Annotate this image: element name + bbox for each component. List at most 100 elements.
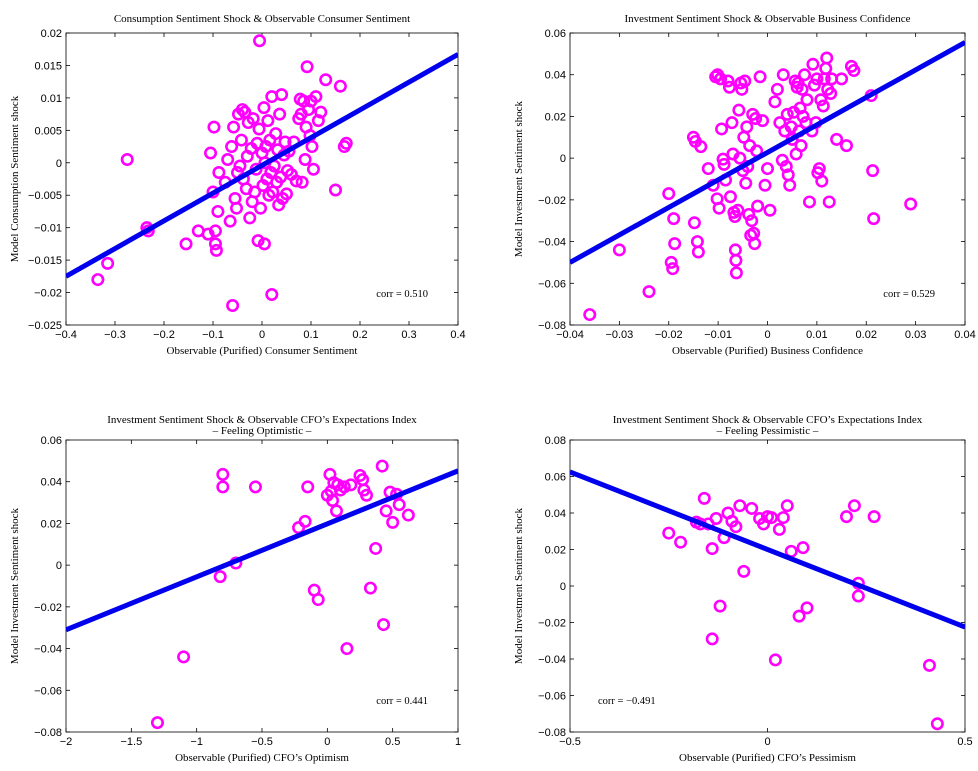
data-point	[867, 510, 881, 524]
data-point	[758, 178, 772, 192]
y-tick-label: 0.01	[41, 93, 62, 105]
x-tick-label: 0.4	[450, 329, 465, 341]
data-point	[201, 227, 215, 241]
y-tick-label: 0.02	[41, 518, 62, 530]
y-tick-label: 0	[56, 560, 62, 572]
fit-line	[66, 468, 458, 633]
data-point	[701, 162, 715, 176]
data-point	[713, 599, 727, 613]
data-point	[717, 157, 731, 171]
data-point	[796, 109, 810, 123]
data-point	[830, 132, 844, 146]
y-tick-label: −0.02	[34, 288, 62, 300]
data-point	[729, 266, 743, 280]
y-tick-label: 0.02	[41, 28, 62, 40]
y-tick-label: 0.06	[545, 472, 566, 484]
data-point	[254, 201, 268, 215]
data-point	[377, 618, 391, 632]
data-point	[749, 112, 763, 126]
data-point	[234, 133, 248, 147]
x-tick-label: −1.5	[120, 736, 142, 748]
x-axis-label: Observable (Purified) Business Confidenc…	[672, 345, 863, 357]
data-point	[305, 140, 319, 154]
data-point	[246, 112, 260, 126]
data-point	[326, 493, 340, 507]
y-tick-label: −0.04	[538, 654, 566, 666]
corr-annotation: corr = 0.510	[376, 289, 428, 300]
data-point	[807, 78, 821, 92]
data-point	[783, 178, 797, 192]
data-point	[248, 480, 262, 494]
y-axis-label: Model Consumption Sentiment shock	[9, 95, 21, 262]
data-point	[204, 146, 218, 160]
data-point	[737, 564, 751, 578]
plot-area	[570, 40, 965, 322]
data-point	[810, 72, 824, 86]
x-tick-label: 1	[455, 736, 461, 748]
x-tick-label: −2	[60, 736, 73, 748]
data-point	[243, 211, 257, 225]
x-tick-label: −0.04	[556, 329, 584, 341]
data-point	[712, 201, 726, 215]
y-tick-label: 0.02	[545, 111, 566, 123]
data-point	[798, 68, 812, 82]
data-point	[208, 224, 222, 238]
data-point	[252, 122, 266, 136]
x-axis-label: Observable (Purified) Consumer Sentiment	[167, 345, 358, 357]
data-point	[745, 501, 759, 515]
y-tick-label: −0.04	[538, 237, 566, 249]
data-point	[227, 120, 241, 134]
x-tick-label: −0.01	[704, 329, 732, 341]
x-axis-label: Observable (Purified) CFO’s Pessimism	[679, 752, 856, 764]
data-point	[257, 237, 271, 251]
data-point	[337, 480, 351, 494]
data-point	[922, 658, 936, 672]
x-tick-label: 0.04	[954, 329, 975, 341]
data-point	[301, 480, 315, 494]
data-point	[751, 199, 765, 213]
data-point	[815, 174, 829, 188]
data-point	[687, 216, 701, 230]
x-tick-label: −0.4	[55, 329, 77, 341]
data-point	[691, 245, 705, 259]
data-point	[306, 162, 320, 176]
data-point	[732, 103, 746, 117]
data-point	[667, 212, 681, 226]
data-point	[835, 72, 849, 86]
data-point	[867, 212, 881, 226]
fit-line	[570, 469, 965, 630]
y-tick-label: 0.08	[545, 435, 566, 447]
data-point	[819, 61, 833, 75]
data-point	[714, 72, 728, 86]
data-point	[666, 262, 680, 276]
data-point	[745, 214, 759, 228]
data-point	[269, 127, 283, 141]
data-point	[847, 64, 861, 78]
x-axis-label: Observable (Purified) CFO’s Optimism	[175, 752, 349, 764]
data-point	[379, 504, 393, 518]
data-point	[213, 570, 227, 584]
data-point	[375, 459, 389, 473]
data-point	[770, 82, 784, 96]
y-tick-label: 0.005	[34, 125, 62, 137]
x-tick-label: 0.5	[957, 736, 972, 748]
data-point	[612, 243, 626, 257]
y-axis-label: Model Investment Sentiment shock	[9, 507, 21, 664]
data-point	[763, 203, 777, 217]
y-tick-label: −0.08	[538, 320, 566, 332]
data-point	[812, 162, 826, 176]
data-point	[363, 581, 377, 595]
data-point	[748, 237, 762, 251]
data-point	[225, 140, 239, 154]
data-point	[226, 299, 240, 313]
data-point	[760, 162, 774, 176]
data-point	[709, 511, 723, 525]
data-point	[820, 51, 834, 65]
plot-area	[66, 459, 458, 730]
data-point	[275, 88, 289, 102]
data-point	[764, 511, 778, 525]
fit-line	[66, 52, 458, 279]
x-tick-label: 0.3	[401, 329, 416, 341]
data-point	[705, 542, 719, 556]
data-point	[298, 514, 312, 528]
